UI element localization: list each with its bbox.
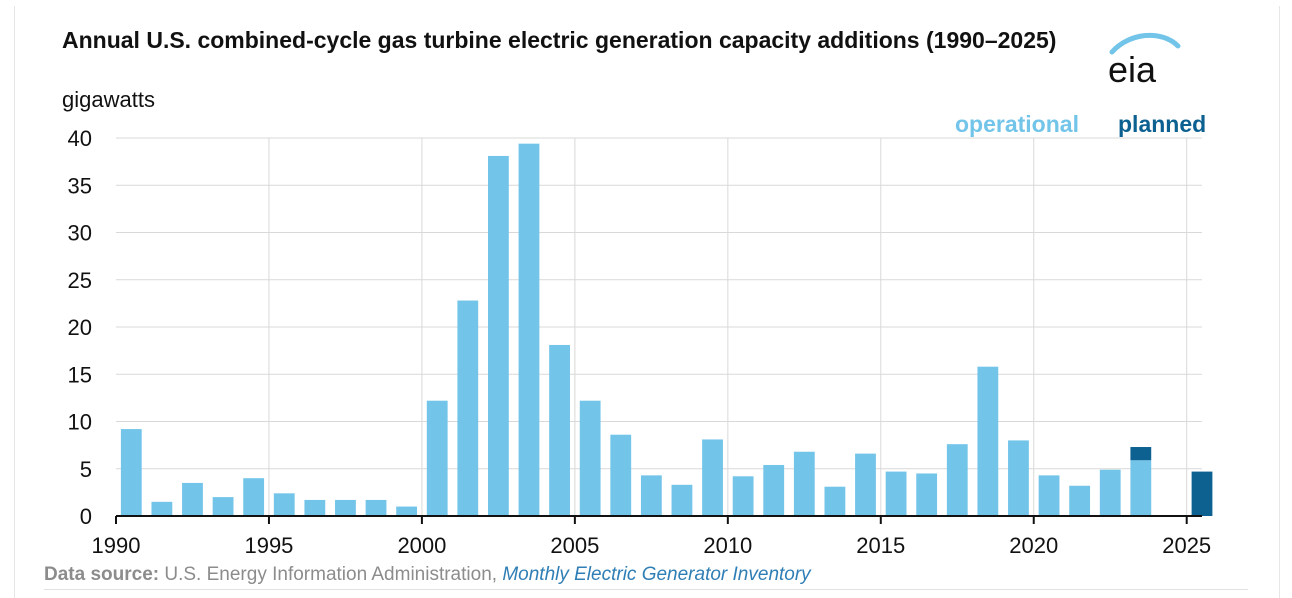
bar-operational [549,344,570,516]
data-source-text: U.S. Energy Information Administration, [159,564,503,585]
bar-operational [671,484,693,516]
footer-divider [44,589,1248,590]
bar-operational [243,478,265,516]
bar-operational [335,499,356,516]
bar-operational [946,444,968,516]
y-tick-label: 30 [68,221,92,246]
bar-operational [855,453,876,516]
y-tick-label: 10 [68,410,92,435]
x-tick-label: 2000 [397,533,446,558]
eia-logo-text: eia [1108,49,1157,90]
data-source: Data source: U.S. Energy Information Adm… [44,564,811,586]
legend-planned: planned [1118,111,1207,137]
bar-operational [579,400,601,516]
x-tick-label: 1990 [92,533,141,558]
bar-operational [763,464,785,516]
y-tick-label: 40 [68,126,92,151]
bar-planned [1191,471,1213,516]
bar-operational [793,451,815,516]
x-tick-label: 2010 [703,533,752,558]
data-source-link[interactable]: Monthly Electric Generator Inventory [502,564,811,585]
bar-operational [1069,485,1091,516]
x-tick-label: 2020 [1009,533,1058,558]
bar-operational [396,506,418,516]
bar-operational [824,486,846,516]
bar-operational [610,434,632,516]
chart-title: Annual U.S. combined-cycle gas turbine e… [62,27,1057,53]
bar-operational [182,482,203,516]
y-tick-label: 15 [68,362,92,387]
bar-operational [702,439,723,516]
x-tick-label: 2025 [1162,533,1211,558]
legend-operational: operational [955,111,1079,137]
bar-operational [1099,469,1121,516]
bar-operational [518,143,540,517]
chart-frame [14,6,1280,598]
bar-operational [304,499,326,516]
y-tick-label: 5 [80,457,92,482]
y-axis-unit-label: gigawatts [62,87,155,112]
bar-operational [732,476,754,516]
x-tick-label: 1995 [244,533,293,558]
bar-operational [1130,460,1152,516]
y-tick-label: 0 [80,504,92,529]
bar-planned [1130,447,1152,461]
bar-operational [151,501,173,516]
bar-operational [1008,440,1029,516]
y-tick-label: 20 [68,315,92,340]
bar-operational [426,400,448,516]
bar-operational [977,366,999,516]
y-tick-label: 35 [68,173,92,198]
bar-operational [365,499,387,516]
bar-operational [487,155,509,516]
bar-operational [457,300,479,516]
bar-operational [120,429,142,516]
x-tick-label: 2005 [550,533,599,558]
x-tick-label: 2015 [856,533,905,558]
bar-operational [212,497,234,516]
bar-operational [916,473,938,516]
eia-logo-swoosh [1109,32,1181,55]
bar-operational [273,493,295,516]
y-tick-label: 25 [68,268,92,293]
bar-operational [885,471,907,516]
eia-logo: eia [1108,32,1181,90]
bar-operational [640,475,662,516]
bar-operational [1038,475,1060,516]
data-source-label: Data source: [44,564,160,585]
